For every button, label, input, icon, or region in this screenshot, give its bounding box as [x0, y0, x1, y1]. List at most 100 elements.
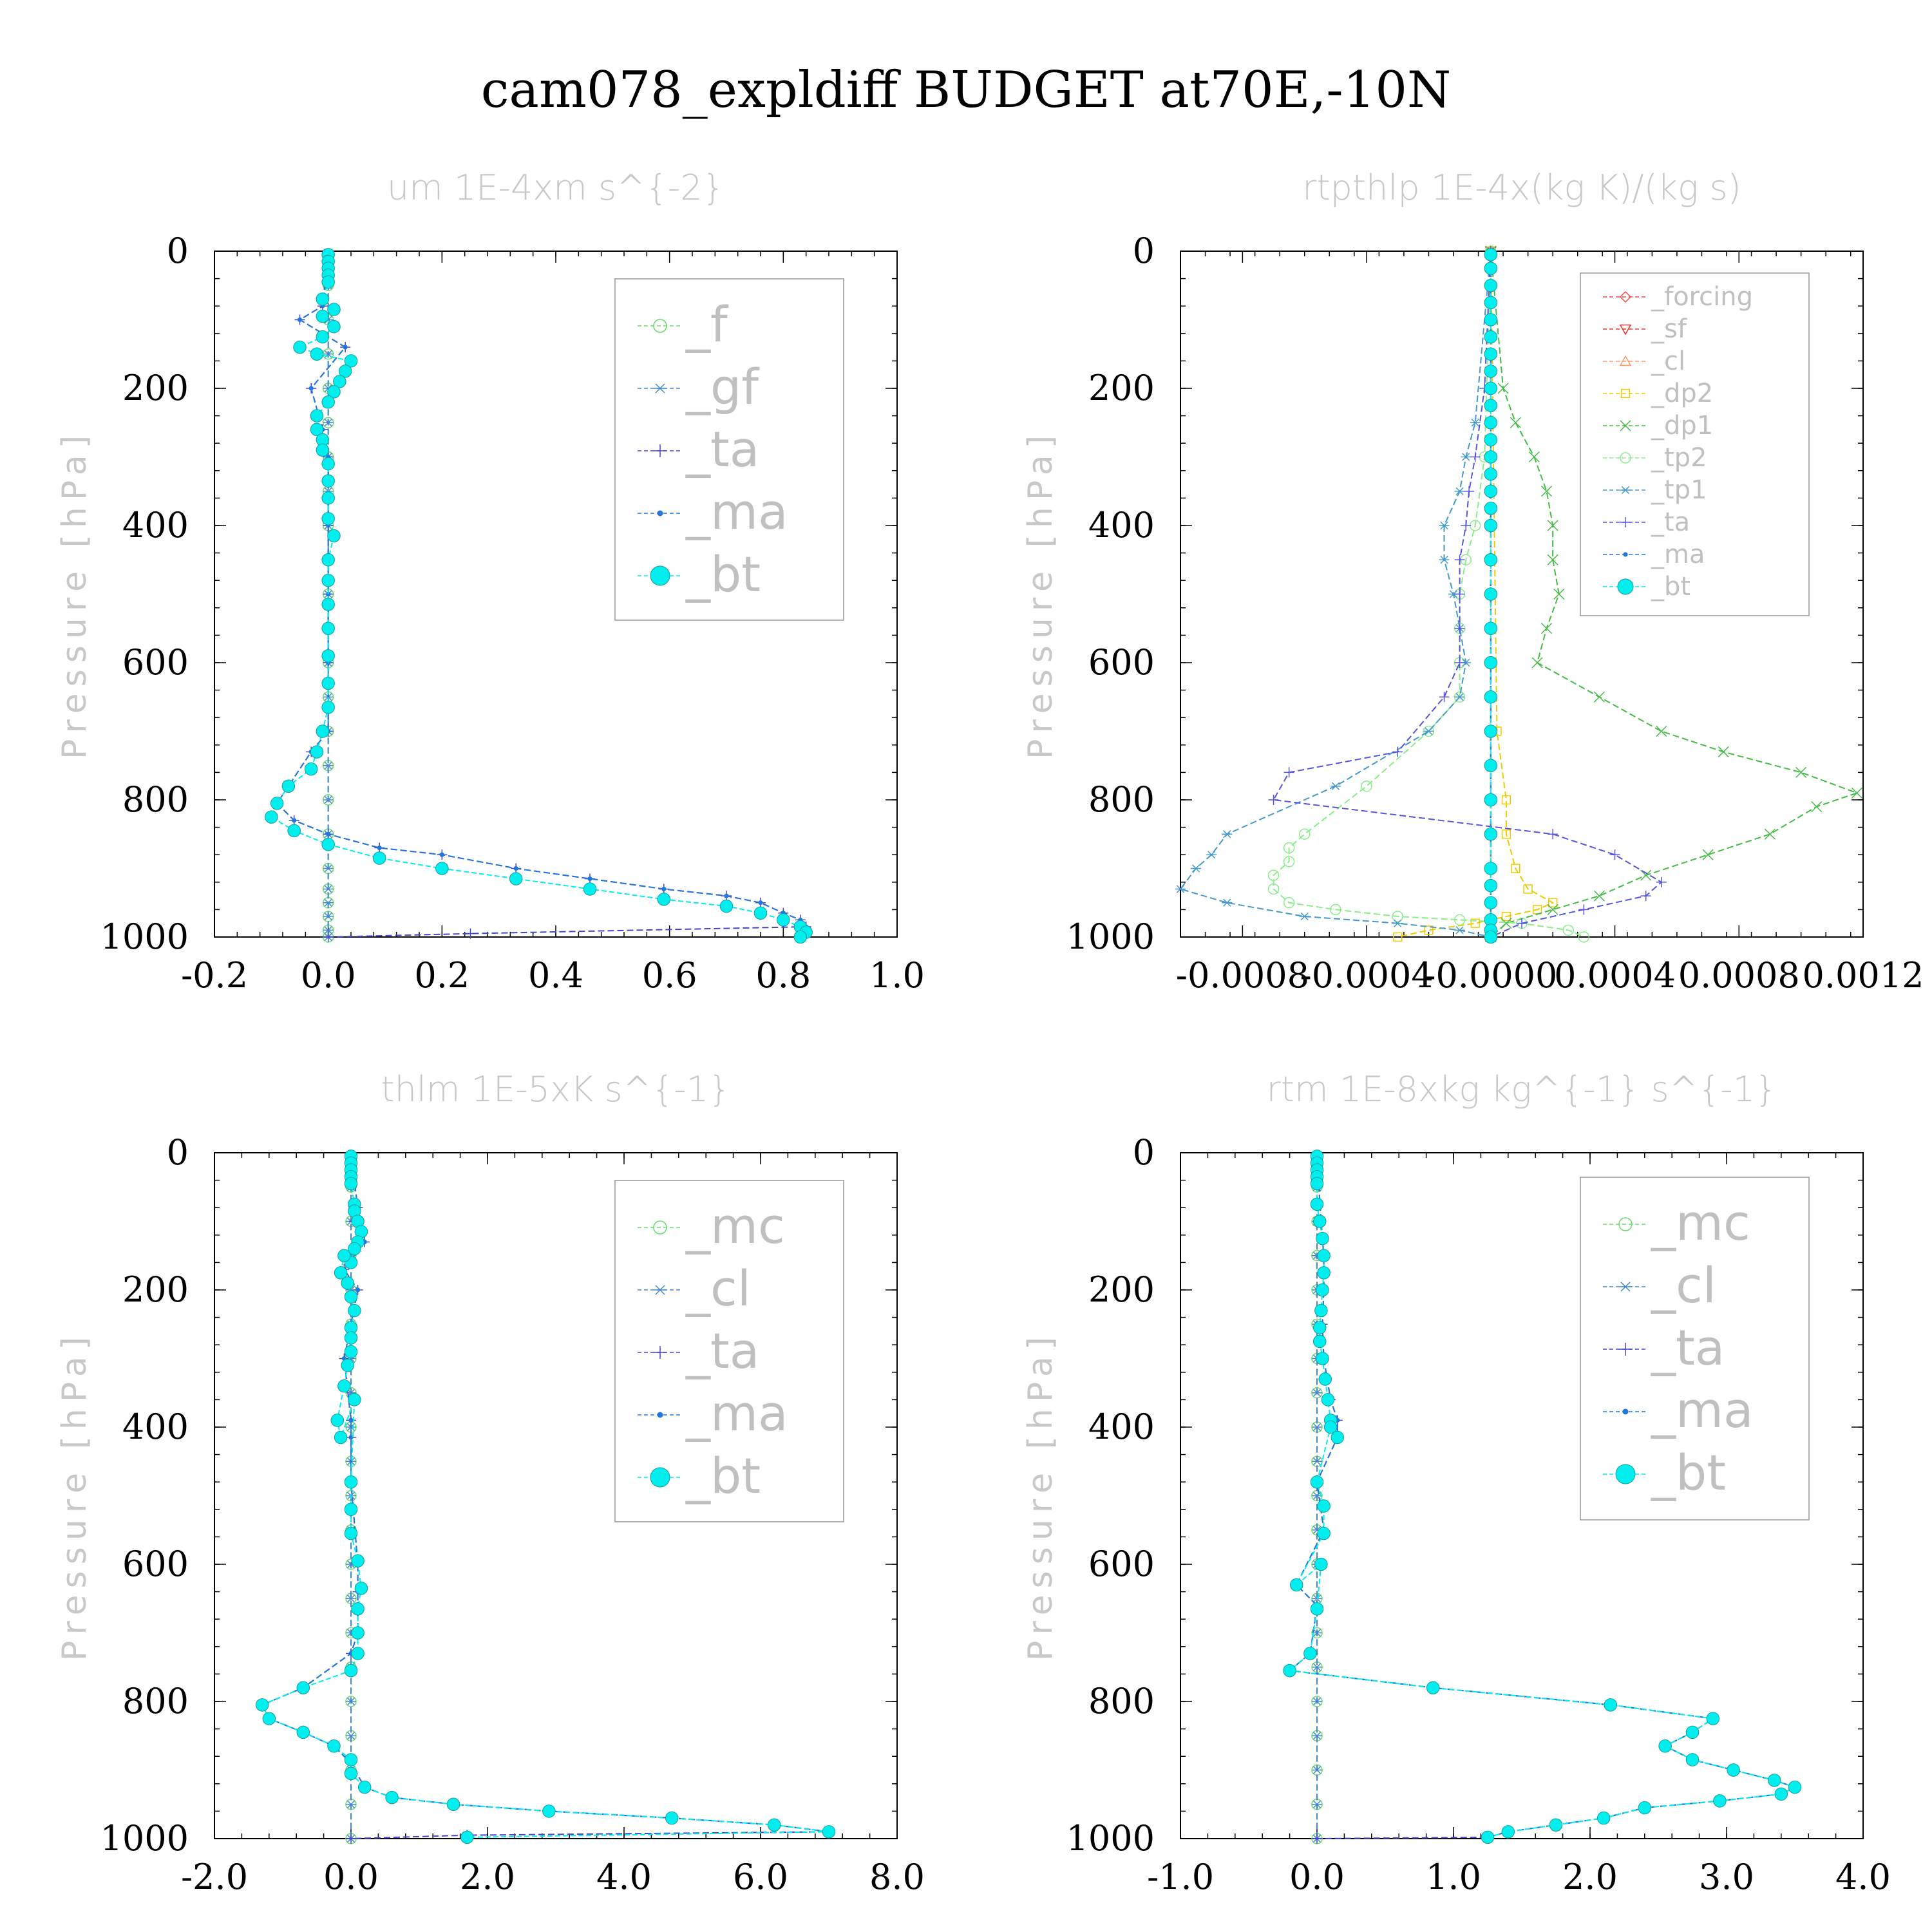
- marker: [1310, 1475, 1324, 1489]
- marker: [327, 319, 341, 334]
- marker: [323, 864, 334, 873]
- series-line: [276, 254, 807, 927]
- y-tick-label: 600: [122, 642, 189, 683]
- marker: [1640, 891, 1651, 902]
- y-tick-label: 800: [1088, 1681, 1155, 1721]
- panel-title: rtpthlp 1E-4x(kg K)/(kg s): [1302, 167, 1741, 208]
- y-tick-label: 400: [122, 505, 189, 545]
- marker: [1267, 869, 1280, 881]
- marker: [293, 340, 307, 354]
- x-tick-label: 1.0: [1426, 1857, 1481, 1897]
- marker: [323, 912, 334, 921]
- marker: [1851, 787, 1862, 799]
- x-tick-label: -0.2: [181, 955, 248, 996]
- marker: [1619, 324, 1632, 336]
- marker: [1314, 1303, 1328, 1318]
- marker: [1312, 1457, 1322, 1466]
- marker: [777, 913, 790, 927]
- legend-entry-dp1: _dp1: [1603, 411, 1713, 440]
- marker: [1484, 896, 1498, 909]
- marker: [1774, 1787, 1788, 1801]
- panel-title: thlm 1E-5xK s^{-1}: [381, 1069, 731, 1110]
- marker: [1548, 829, 1558, 840]
- marker: [1511, 864, 1520, 873]
- marker: [1310, 1602, 1324, 1616]
- legend-entry-bt: _bt: [638, 1447, 761, 1504]
- marker: [654, 444, 667, 457]
- marker: [333, 375, 346, 388]
- marker: [1811, 801, 1823, 813]
- marker: [1623, 552, 1628, 557]
- legend-entry-ta: _ta: [1603, 507, 1690, 537]
- marker: [1788, 1780, 1802, 1794]
- y-tick-label: 200: [122, 368, 189, 408]
- panel-title: rtm 1E-8xkg kg^{-1} s^{-1}: [1267, 1069, 1777, 1110]
- marker: [1619, 355, 1632, 366]
- legend-label: _cl: [1651, 346, 1685, 376]
- marker: [1685, 1753, 1700, 1766]
- marker: [321, 598, 335, 611]
- series-line: [270, 254, 808, 938]
- y-tick-label: 0: [167, 1132, 189, 1173]
- marker: [1615, 1464, 1636, 1484]
- y-tick-label: 600: [122, 1544, 189, 1584]
- plot-frame: [1180, 251, 1864, 938]
- marker: [1658, 1739, 1672, 1753]
- series-bt: [265, 248, 813, 944]
- marker: [1484, 399, 1498, 412]
- y-tick-label: 800: [122, 1681, 189, 1721]
- marker: [326, 591, 331, 597]
- marker: [1501, 918, 1512, 929]
- marker: [1523, 884, 1533, 894]
- marker: [1289, 1578, 1303, 1592]
- marker: [346, 1732, 356, 1740]
- legend-label: _ma: [1651, 1381, 1754, 1439]
- marker: [1617, 578, 1634, 595]
- legend-label: _cl: [1651, 1256, 1716, 1314]
- marker: [1484, 656, 1498, 670]
- main-title: cam078_expldiff BUDGET at70E,-10N: [480, 61, 1452, 119]
- marker: [1312, 1833, 1322, 1844]
- marker: [1484, 467, 1498, 481]
- marker: [321, 621, 335, 635]
- marker: [1685, 1725, 1700, 1739]
- marker: [1481, 1830, 1495, 1844]
- y-tick-label: 0: [1133, 1132, 1155, 1173]
- x-tick-label: 0.4: [528, 955, 583, 996]
- marker: [348, 1435, 354, 1440]
- legend-entry-ta: _ta: [638, 421, 759, 478]
- legend: _mc_cl_ta_ma_bt: [1580, 1177, 1810, 1520]
- marker: [1484, 450, 1498, 464]
- marker: [1316, 1231, 1329, 1245]
- marker: [1299, 912, 1310, 921]
- x-tick-label: 0.0: [1289, 1857, 1345, 1897]
- y-tick-label: 200: [1088, 1269, 1155, 1310]
- marker: [1619, 290, 1632, 303]
- marker: [1484, 502, 1498, 515]
- marker: [1501, 911, 1511, 922]
- marker: [1454, 914, 1466, 926]
- y-axis-label: Pressure [hPa]: [1021, 1331, 1060, 1661]
- marker: [1283, 767, 1294, 778]
- marker: [1312, 1388, 1322, 1397]
- marker: [262, 1712, 276, 1725]
- legend-label: _cl: [685, 1260, 751, 1317]
- x-tick-label: 6.0: [733, 1857, 788, 1897]
- legend-entry-ma: _ma: [1603, 540, 1705, 569]
- x-tick-label: -0.0004: [1300, 955, 1433, 996]
- marker: [1312, 1766, 1322, 1774]
- legend-entry-f: _f: [638, 296, 729, 353]
- x-tick-label: 3.0: [1699, 1857, 1754, 1897]
- marker: [1510, 417, 1521, 428]
- marker: [1764, 828, 1776, 840]
- chart-panel-3: thlm 1E-5xK s^{-1} Pressure [hPa] -2.0 0.0 2…: [55, 1069, 925, 1897]
- panel-title: um 1E-4xm s^{-2}: [387, 167, 724, 208]
- marker: [1312, 1423, 1322, 1432]
- marker: [344, 1526, 358, 1540]
- marker: [653, 319, 667, 333]
- marker: [1484, 248, 1498, 261]
- legend-label: _forcing: [1651, 282, 1753, 312]
- x-tick-label: -1.0: [1147, 1857, 1214, 1897]
- marker: [310, 745, 324, 759]
- marker: [334, 1430, 348, 1444]
